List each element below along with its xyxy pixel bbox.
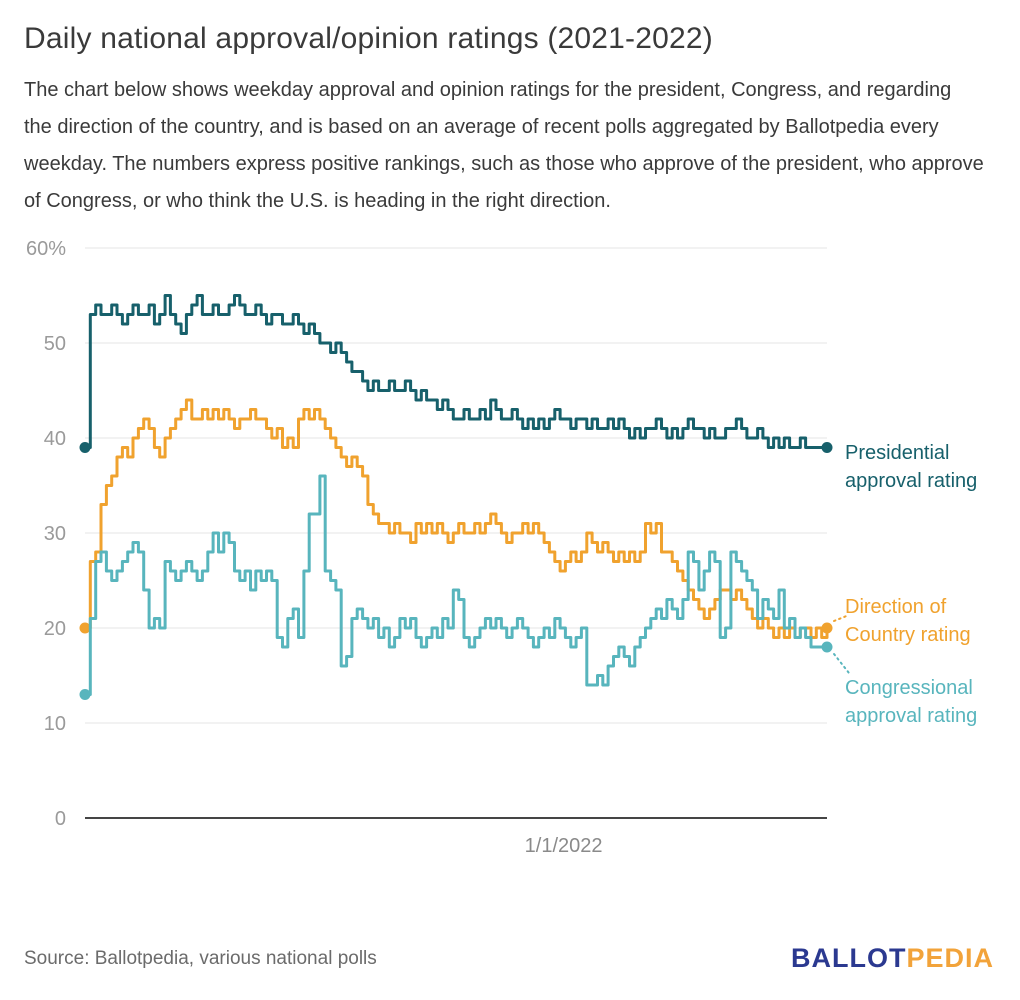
svg-text:20: 20 bbox=[44, 618, 66, 640]
svg-text:30: 30 bbox=[44, 523, 66, 545]
chart-header: Daily national approval/opinion ratings … bbox=[0, 0, 1020, 220]
ballotpedia-logo-pedia: PEDIA bbox=[906, 943, 994, 973]
series-label-congressional: Congressional approval rating bbox=[845, 677, 978, 727]
svg-text:40: 40 bbox=[44, 428, 66, 450]
ballotpedia-logo-ballot: BALLOT bbox=[790, 943, 907, 973]
svg-text:10: 10 bbox=[44, 713, 66, 735]
ballotpedia-logo: BALLOTPEDIA bbox=[791, 943, 994, 974]
page-title: Daily national approval/opinion ratings … bbox=[24, 22, 713, 55]
svg-text:50: 50 bbox=[44, 333, 66, 355]
svg-text:1/1/2022: 1/1/2022 bbox=[525, 835, 603, 857]
svg-text:0: 0 bbox=[55, 808, 66, 830]
series-label-direction-of-country: Direction of Country rating bbox=[845, 596, 971, 646]
chart-area: 60% 50 40 30 20 10 0 1/1/2022 Presidential appr… bbox=[0, 226, 1020, 866]
source-attribution: Source: Ballotpedia, various national po… bbox=[24, 947, 377, 969]
series-label-presidential: Presidential approval rating bbox=[845, 442, 978, 492]
chart-footer: Source: Ballotpedia, various national po… bbox=[24, 943, 994, 974]
svg-text:60%: 60% bbox=[26, 238, 66, 260]
chart-description: The chart below shows weekday approval a… bbox=[24, 79, 984, 212]
approval-line-chart: 60% 50 40 30 20 10 0 1/1/2022 bbox=[26, 238, 850, 857]
